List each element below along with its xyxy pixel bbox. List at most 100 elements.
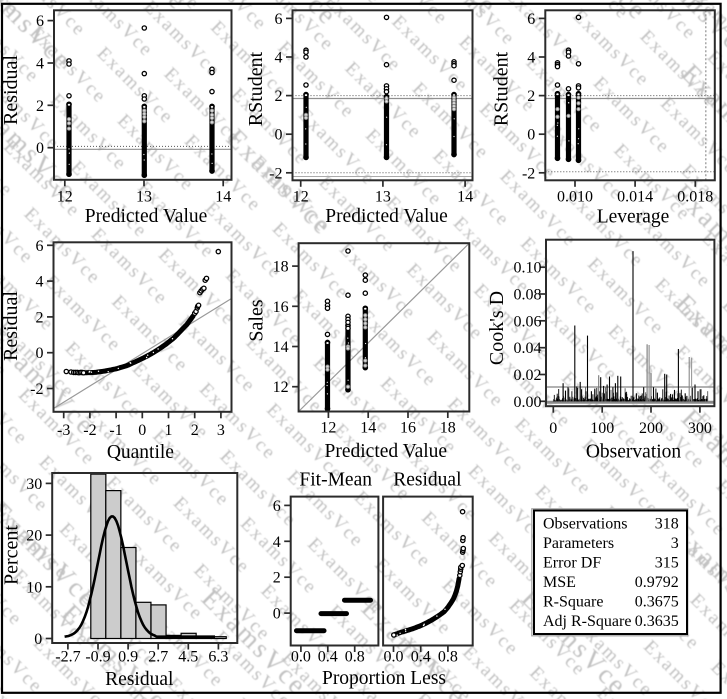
svg-text:4: 4 bbox=[527, 50, 535, 67]
svg-text:2: 2 bbox=[527, 88, 535, 105]
svg-text:Percent: Percent bbox=[1, 525, 23, 585]
svg-text:0: 0 bbox=[34, 631, 42, 648]
svg-text:Residual: Residual bbox=[0, 55, 22, 125]
svg-text:13: 13 bbox=[375, 189, 391, 206]
svg-text:2: 2 bbox=[36, 309, 44, 326]
svg-text:3: 3 bbox=[217, 422, 225, 439]
svg-text:0.4: 0.4 bbox=[318, 649, 338, 666]
svg-text:0: 0 bbox=[138, 422, 146, 439]
svg-text:0.010: 0.010 bbox=[557, 189, 593, 206]
svg-text:-1: -1 bbox=[109, 422, 122, 439]
svg-text:Proportion Less: Proportion Less bbox=[322, 668, 446, 689]
svg-text:0.08: 0.08 bbox=[514, 287, 542, 304]
svg-text:18: 18 bbox=[440, 419, 456, 436]
svg-text:2: 2 bbox=[275, 88, 283, 105]
svg-text:0: 0 bbox=[36, 140, 44, 157]
svg-text:6.3: 6.3 bbox=[208, 649, 228, 666]
svg-text:315: 315 bbox=[655, 555, 679, 572]
svg-text:0: 0 bbox=[527, 127, 535, 144]
svg-text:RStudent: RStudent bbox=[245, 51, 267, 126]
svg-text:Quantile: Quantile bbox=[107, 442, 174, 463]
svg-text:6: 6 bbox=[275, 11, 283, 28]
svg-text:-2: -2 bbox=[269, 165, 282, 182]
svg-text:Cook's D: Cook's D bbox=[486, 291, 508, 365]
svg-text:0.00: 0.00 bbox=[514, 394, 542, 411]
svg-text:0.014: 0.014 bbox=[617, 189, 653, 206]
svg-text:16: 16 bbox=[273, 299, 289, 316]
svg-text:12: 12 bbox=[57, 189, 73, 206]
svg-text:14: 14 bbox=[457, 189, 473, 206]
svg-text:0.8: 0.8 bbox=[438, 649, 458, 666]
svg-text:Parameters: Parameters bbox=[543, 535, 614, 552]
svg-text:1: 1 bbox=[165, 422, 173, 439]
svg-text:12: 12 bbox=[273, 379, 289, 396]
svg-text:30: 30 bbox=[26, 476, 42, 493]
svg-text:0.8: 0.8 bbox=[345, 649, 365, 666]
svg-text:0.3635: 0.3635 bbox=[635, 613, 679, 630]
svg-text:Error DF: Error DF bbox=[543, 555, 601, 572]
svg-text:0: 0 bbox=[549, 420, 557, 437]
svg-text:4: 4 bbox=[36, 274, 44, 291]
svg-text:2.7: 2.7 bbox=[148, 649, 168, 666]
svg-text:Leverage: Leverage bbox=[597, 207, 670, 228]
svg-text:4: 4 bbox=[273, 534, 281, 551]
svg-text:0: 0 bbox=[273, 606, 281, 623]
svg-text:Sales: Sales bbox=[246, 299, 268, 341]
svg-text:-2: -2 bbox=[83, 422, 96, 439]
svg-text:Residual: Residual bbox=[0, 291, 22, 361]
svg-text:0.0: 0.0 bbox=[291, 649, 311, 666]
svg-text:Observations: Observations bbox=[543, 516, 627, 533]
svg-text:12: 12 bbox=[320, 419, 336, 436]
svg-text:0.018: 0.018 bbox=[677, 189, 713, 206]
svg-text:MSE: MSE bbox=[543, 574, 576, 591]
svg-text:6: 6 bbox=[273, 498, 281, 515]
svg-text:3: 3 bbox=[671, 535, 679, 552]
svg-text:RStudent: RStudent bbox=[491, 51, 513, 126]
svg-text:2: 2 bbox=[36, 98, 44, 115]
svg-text:18: 18 bbox=[273, 259, 289, 276]
svg-text:6: 6 bbox=[36, 13, 44, 30]
svg-text:0.02: 0.02 bbox=[514, 367, 542, 384]
svg-text:Predicted Value: Predicted Value bbox=[325, 441, 448, 462]
svg-text:-3: -3 bbox=[57, 422, 70, 439]
svg-text:-0.9: -0.9 bbox=[85, 649, 110, 666]
svg-text:12: 12 bbox=[293, 189, 309, 206]
svg-text:318: 318 bbox=[655, 516, 679, 533]
svg-text:100: 100 bbox=[590, 420, 614, 437]
svg-text:Observation: Observation bbox=[586, 441, 682, 462]
svg-text:Residual: Residual bbox=[105, 669, 174, 690]
svg-text:-2: -2 bbox=[30, 381, 43, 398]
svg-text:0.9: 0.9 bbox=[118, 649, 138, 666]
svg-text:4: 4 bbox=[275, 50, 283, 67]
svg-text:0.3675: 0.3675 bbox=[635, 594, 679, 611]
svg-text:0: 0 bbox=[36, 345, 44, 362]
svg-text:0.0: 0.0 bbox=[384, 649, 404, 666]
svg-text:0.06: 0.06 bbox=[514, 313, 542, 330]
svg-text:R-Square: R-Square bbox=[543, 594, 603, 611]
svg-text:4: 4 bbox=[36, 56, 44, 73]
svg-text:Predicted Value: Predicted Value bbox=[85, 206, 208, 227]
svg-text:2: 2 bbox=[273, 570, 281, 587]
svg-text:6: 6 bbox=[527, 11, 535, 28]
svg-text:Adj R-Square: Adj R-Square bbox=[543, 613, 631, 630]
svg-text:Fit-Mean: Fit-Mean bbox=[299, 470, 372, 491]
svg-text:-2: -2 bbox=[522, 165, 535, 182]
svg-text:-2.7: -2.7 bbox=[55, 649, 80, 666]
svg-text:200: 200 bbox=[639, 420, 663, 437]
svg-text:13: 13 bbox=[136, 189, 152, 206]
svg-text:300: 300 bbox=[688, 420, 712, 437]
svg-text:Residual: Residual bbox=[393, 470, 462, 491]
svg-text:14: 14 bbox=[360, 419, 376, 436]
svg-text:10: 10 bbox=[26, 579, 42, 596]
svg-text:0.04: 0.04 bbox=[514, 340, 542, 357]
svg-text:0.4: 0.4 bbox=[411, 649, 431, 666]
svg-text:6: 6 bbox=[36, 238, 44, 255]
svg-text:0.9792: 0.9792 bbox=[635, 574, 679, 591]
svg-text:14: 14 bbox=[273, 339, 289, 356]
svg-text:0: 0 bbox=[275, 127, 283, 144]
svg-text:14: 14 bbox=[215, 189, 231, 206]
svg-text:Predicted Value: Predicted Value bbox=[325, 206, 448, 227]
svg-text:16: 16 bbox=[400, 419, 416, 436]
svg-text:4.5: 4.5 bbox=[178, 649, 198, 666]
svg-text:20: 20 bbox=[26, 528, 42, 545]
